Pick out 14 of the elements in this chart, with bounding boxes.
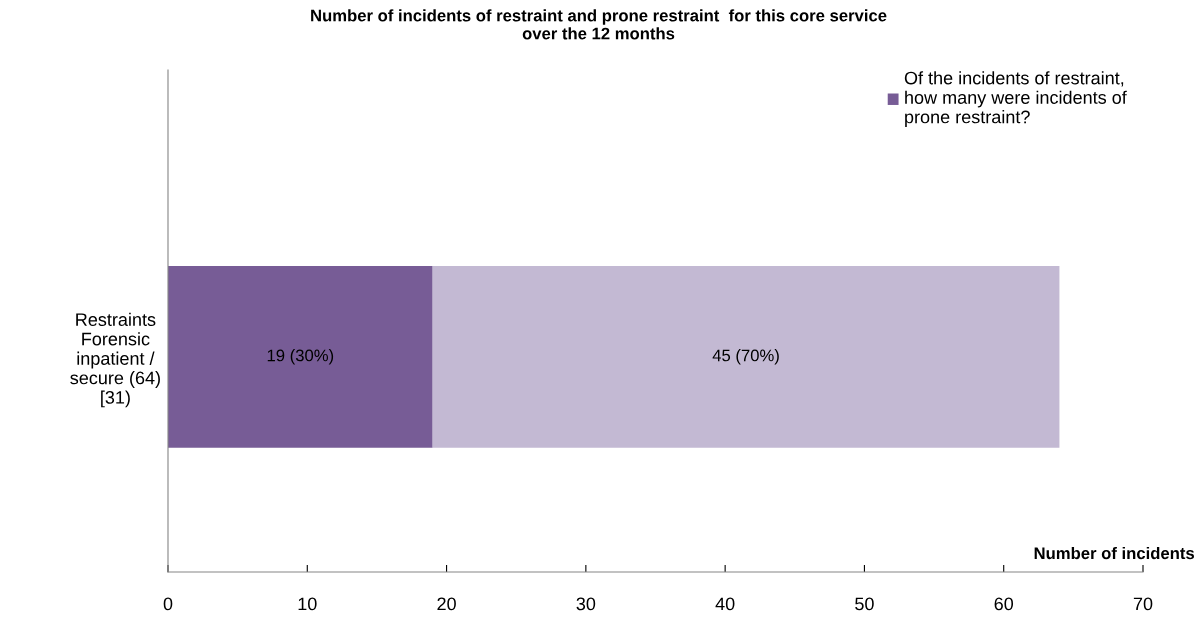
- x-tick-label: 20: [437, 597, 456, 611]
- legend-label: Of the incidents of restraint, how many were incidents of prone restraint?: [904, 71, 1127, 127]
- x-tick-label: 0: [163, 597, 173, 611]
- x-tick-label: 40: [715, 597, 735, 611]
- data-label: 45 (70%): [712, 349, 779, 365]
- x-tick-label: 60: [994, 597, 1014, 611]
- x-axis-title: Number of incidents: [1034, 546, 1194, 560]
- x-tick-label: 10: [298, 597, 317, 611]
- y-tick-label: Restraints Forensic inpatient / secure (64) [31): [70, 312, 160, 408]
- x-tick-label: 70: [1133, 597, 1153, 611]
- x-tick-label: 50: [855, 597, 874, 611]
- x-tick-label: 30: [576, 597, 596, 611]
- chart-title: Number of incidents of restraint and prone restraint for this core service over the 12 months: [311, 9, 887, 40]
- data-label: 19 (30%): [267, 349, 334, 365]
